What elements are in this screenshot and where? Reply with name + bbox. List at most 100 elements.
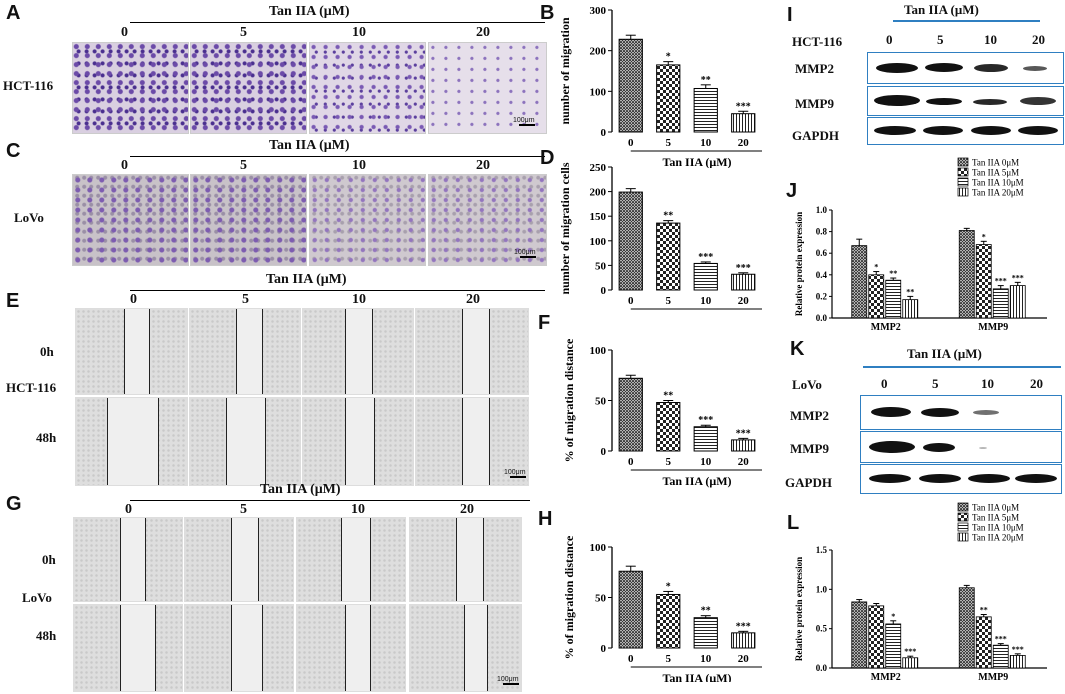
x-tick-label: 20	[738, 137, 750, 149]
y-tick-label: 0.5	[816, 624, 828, 634]
bar	[885, 279, 902, 319]
band	[869, 474, 911, 483]
bar	[693, 617, 718, 649]
legend-swatch	[957, 502, 969, 512]
significance-label: **	[663, 211, 673, 222]
significance-label: ***	[1012, 273, 1024, 282]
x-axis-label: Tan IIA (μM)	[662, 671, 731, 682]
bar	[731, 439, 756, 452]
band	[926, 98, 962, 105]
dose-label-c-0: 0	[121, 158, 128, 173]
y-tick-label: 100	[590, 542, 607, 554]
blot-label-k-mmp2: MMP2	[790, 408, 829, 423]
dose-label-c-20: 20	[476, 158, 490, 173]
panel-label-i: I	[787, 4, 793, 26]
significance-label: *	[982, 232, 986, 241]
panel-label-b: B	[540, 2, 555, 24]
bar	[656, 222, 681, 291]
legend-label: Tan IIA 10μM	[972, 178, 1024, 188]
panel-label-g: G	[6, 493, 22, 515]
bar	[851, 601, 868, 669]
cell-line-label-k: LoVo	[792, 377, 822, 392]
chart-b: 0 100 200 300 number of migration 0 * 5 ** 10 *** 2…	[558, 5, 762, 168]
transwell-image-hct-20	[428, 42, 547, 134]
bar	[656, 64, 681, 133]
cell-line-label-g: LoVo	[22, 590, 52, 605]
y-tick-label: 0	[601, 285, 607, 297]
x-tick-label: MMP9	[978, 322, 1008, 333]
timepoint-label-g-0h: 0h	[42, 552, 56, 567]
bar	[693, 87, 718, 133]
treatment-line-k	[863, 366, 1061, 368]
band	[923, 126, 963, 135]
bar	[992, 288, 1009, 319]
significance-label: ***	[995, 635, 1007, 644]
significance-label: *	[891, 612, 895, 621]
bar	[975, 616, 992, 669]
bar	[902, 299, 919, 319]
band	[974, 64, 1008, 72]
band	[925, 63, 963, 72]
wound-image-lovo-0h-5	[184, 517, 294, 602]
significance-label: ***	[736, 428, 751, 439]
band	[869, 441, 915, 453]
blot-label-i-mmp9: MMP9	[795, 96, 834, 111]
y-tick-label: 200	[590, 187, 607, 199]
scale-bar-c: 100μm	[514, 249, 536, 256]
x-tick-label: 5	[666, 295, 672, 307]
timepoint-label-g-48h: 48h	[36, 628, 57, 643]
chart-l: 0.0 0.5 1.0 1.5 Relative protein expression *…	[794, 502, 1047, 683]
dose-label-i-10: 10	[984, 32, 997, 47]
bar	[731, 113, 756, 133]
wound-image-hct-48h-5	[189, 397, 301, 486]
bar	[885, 623, 902, 669]
treatment-line-c	[130, 156, 545, 157]
transwell-image-hct-5	[190, 42, 307, 134]
dose-label-k-10: 10	[981, 376, 994, 391]
x-tick-label: 20	[738, 653, 750, 665]
significance-label: **	[889, 269, 897, 278]
chart-h: 0 50 100 % of migration distance 0 * 5 ** 10 *** 2…	[562, 535, 762, 682]
timepoint-label-e-48h: 48h	[36, 430, 57, 445]
bar	[731, 273, 756, 291]
band	[921, 408, 959, 417]
legend-label: Tan IIA 10μM	[972, 523, 1024, 533]
panel-label-e: E	[6, 290, 20, 312]
significance-label: **	[663, 391, 673, 402]
wound-image-lovo-0h-10	[296, 517, 406, 602]
dose-label-a-20: 20	[476, 25, 490, 40]
dose-label-i-20: 20	[1032, 32, 1045, 47]
bar	[958, 230, 975, 319]
treatment-title-g: Tan IIA (μM)	[260, 482, 341, 497]
significance-label: *	[874, 263, 878, 272]
treatment-title-c: Tan IIA (μM)	[269, 138, 350, 153]
wound-image-hct-48h-10	[302, 397, 414, 486]
y-tick-label: 0.0	[816, 663, 828, 673]
significance-label: ***	[698, 415, 713, 426]
x-tick-label: 20	[738, 456, 750, 468]
cell-line-label-i: HCT-116	[792, 34, 843, 49]
wound-image-hct-0h-0	[75, 308, 188, 395]
legend-label: Tan IIA 0μM	[972, 158, 1019, 168]
band	[871, 407, 911, 417]
band	[971, 126, 1011, 135]
transwell-image-lovo-0	[72, 174, 189, 266]
legend-swatch	[957, 512, 969, 522]
y-axis-label: Relative protein expression	[794, 212, 804, 316]
band	[979, 447, 987, 449]
y-tick-label: 0.2	[816, 291, 828, 301]
transwell-image-hct-10	[309, 42, 426, 134]
blot-i-mmp9	[867, 86, 1064, 116]
y-tick-label: 0	[601, 446, 607, 458]
chart-j: 0.0 0.2 0.4 0.6 0.8 1.0 Relative protein expre…	[794, 158, 1047, 333]
treatment-title-e: Tan IIA (μM)	[266, 272, 347, 287]
panel-label-f: F	[538, 312, 551, 334]
significance-label: *	[666, 52, 671, 63]
dose-label-k-0: 0	[881, 376, 888, 391]
y-tick-label: 50	[595, 260, 607, 272]
y-tick-label: 0.4	[816, 270, 828, 280]
x-tick-label: 5	[666, 456, 672, 468]
bar	[1009, 655, 1026, 669]
dose-label-k-5: 5	[932, 376, 939, 391]
y-tick-label: 1.0	[816, 584, 828, 594]
